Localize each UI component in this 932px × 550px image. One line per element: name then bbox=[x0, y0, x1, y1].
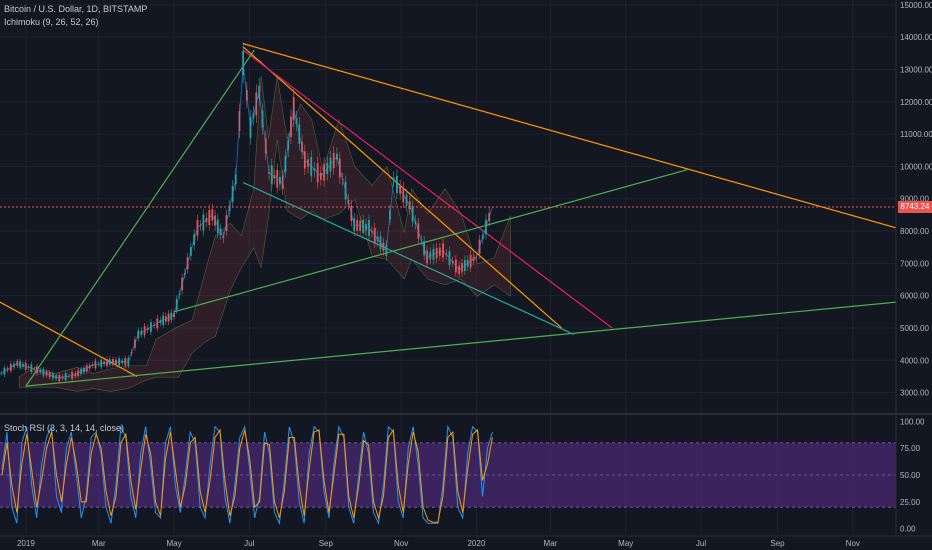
trendline bbox=[25, 301, 897, 387]
price-axis-label: 5000.00 bbox=[900, 324, 929, 333]
price-series bbox=[1, 62, 493, 379]
time-axis-label: 2019 bbox=[17, 539, 35, 548]
time-axis-label: Jul bbox=[244, 539, 254, 548]
trendline bbox=[173, 169, 688, 313]
time-axis-label: Sep bbox=[319, 539, 334, 548]
stoch-rsi-band bbox=[0, 442, 896, 508]
price-axis-label: 11000.00 bbox=[900, 130, 932, 139]
time-axis-label: May bbox=[166, 539, 181, 548]
price-line bbox=[1, 62, 493, 379]
price-axis-label: 7000.00 bbox=[900, 259, 929, 268]
price-axis-label: 13000.00 bbox=[900, 65, 932, 74]
time-axis-label: Nov bbox=[846, 539, 860, 548]
price-axis-label: 6000.00 bbox=[900, 292, 929, 301]
price-axis-label: 10000.00 bbox=[900, 162, 932, 171]
price-axis-label: 12000.00 bbox=[900, 98, 932, 107]
ichimoku-legend[interactable]: Ichimoku (9, 26, 52, 26) bbox=[4, 17, 99, 27]
last-price-tag: 8743.24 bbox=[898, 201, 932, 214]
trendline bbox=[242, 46, 562, 329]
price-axis-label: 15000.00 bbox=[900, 1, 932, 10]
price-axis-label: 4000.00 bbox=[900, 356, 929, 365]
time-axis-label: 2020 bbox=[467, 539, 485, 548]
axes: 15000.00 14000.00 13000.00 12000.00 11000.00… bbox=[17, 1, 932, 548]
trendline bbox=[242, 43, 897, 229]
price-axis-label: 8000.00 bbox=[900, 227, 929, 236]
time-axis-label: May bbox=[618, 539, 633, 548]
trendline bbox=[242, 49, 613, 329]
oscillator-axis-label: 25.00 bbox=[900, 498, 921, 507]
time-axis-label: Mar bbox=[92, 539, 106, 548]
time-axis-label: Mar bbox=[544, 539, 558, 548]
stoch-line-k bbox=[1, 424, 493, 526]
trendline bbox=[25, 49, 255, 387]
oscillator-axis-label: 100.00 bbox=[900, 417, 925, 426]
candle-body bbox=[0, 373, 3, 375]
oscillator-axis-label: 75.00 bbox=[900, 444, 921, 453]
trendlines bbox=[0, 43, 897, 387]
price-axis-label: 9000.00 bbox=[900, 195, 929, 204]
symbol-legend[interactable]: Bitcoin / U.S. Dollar, 1D, BITSTAMP bbox=[4, 4, 148, 14]
oscillator-axis-label: 0.00 bbox=[900, 525, 916, 534]
time-axis-label: Nov bbox=[394, 539, 408, 548]
ichimoku-cloud-area bbox=[18, 75, 511, 392]
trendline bbox=[242, 182, 575, 335]
oscillator-axis-label: 50.00 bbox=[900, 471, 921, 480]
stoch-rsi-lines bbox=[1, 424, 493, 526]
price-axis-label: 14000.00 bbox=[900, 33, 932, 42]
price-axis-label: 3000.00 bbox=[900, 389, 929, 398]
ichimoku-cloud bbox=[18, 75, 511, 392]
stoch-rsi-legend[interactable]: Stoch RSI (3, 3, 14, 14, close) bbox=[4, 423, 125, 433]
time-axis-label: Sep bbox=[770, 539, 785, 548]
time-axis-label: Jul bbox=[696, 539, 706, 548]
trendline bbox=[0, 301, 138, 377]
stoch-line-d bbox=[1, 428, 493, 523]
